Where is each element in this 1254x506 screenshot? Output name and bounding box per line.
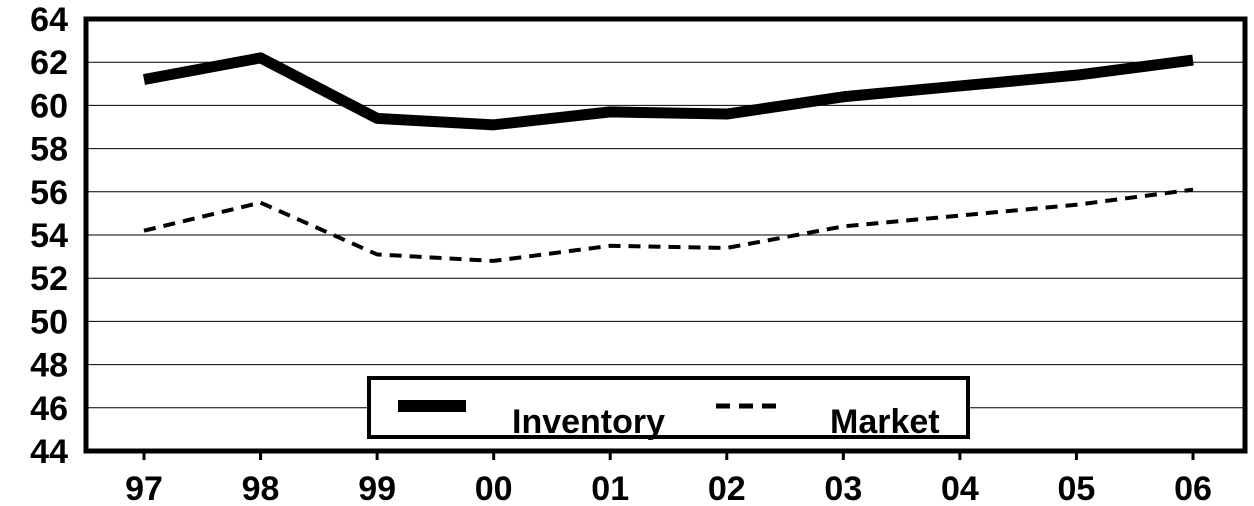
grid-lines bbox=[86, 61, 1245, 409]
series-line-inventory bbox=[142, 52, 1194, 131]
x-tick-label: 00 bbox=[475, 470, 513, 506]
x-tick-label: 02 bbox=[708, 470, 746, 506]
y-tick-label: 48 bbox=[30, 347, 68, 385]
y-tick-label: 54 bbox=[30, 217, 68, 255]
x-tick-label: 97 bbox=[125, 470, 163, 506]
plot-frame bbox=[83, 16, 1248, 454]
y-tick-label: 64 bbox=[30, 1, 68, 39]
legend: Inventory Market bbox=[367, 376, 970, 441]
x-tick-label: 03 bbox=[824, 470, 862, 506]
y-axis-tick-labels: 44 46 48 50 52 54 56 58 60 62 64 bbox=[30, 1, 68, 471]
y-tick-label: 46 bbox=[30, 390, 68, 428]
legend-box bbox=[367, 376, 970, 439]
y-tick-label: 52 bbox=[30, 260, 68, 298]
x-tick-label: 99 bbox=[358, 470, 396, 506]
legend-label-market: Market bbox=[830, 403, 940, 441]
data-series bbox=[142, 52, 1194, 263]
y-tick-label: 62 bbox=[30, 44, 68, 82]
y-tick-label: 50 bbox=[30, 303, 68, 341]
x-tick-label: 04 bbox=[941, 470, 979, 506]
y-tick-label: 44 bbox=[30, 433, 68, 471]
x-tick-label: 05 bbox=[1058, 470, 1096, 506]
x-tick-label: 98 bbox=[242, 470, 280, 506]
series-line-market bbox=[143, 187, 1194, 263]
legend-label-inventory: Inventory bbox=[512, 403, 665, 441]
x-tick-label: 06 bbox=[1174, 470, 1212, 506]
y-tick-label: 56 bbox=[30, 174, 68, 212]
x-axis-tick-labels: 97 98 99 00 01 02 03 04 05 06 bbox=[125, 451, 1212, 506]
y-tick-label: 58 bbox=[30, 131, 68, 169]
x-tick-label: 01 bbox=[591, 470, 629, 506]
y-tick-label: 60 bbox=[30, 87, 68, 125]
